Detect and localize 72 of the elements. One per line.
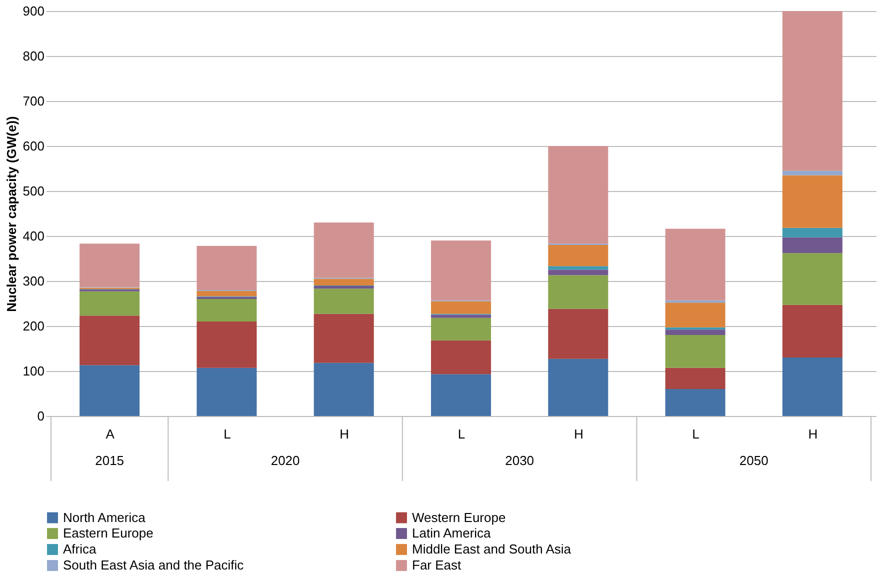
bar: [782, 358, 842, 416]
bar: [431, 374, 491, 416]
legend-label: South East Asia and the Pacific: [63, 558, 244, 572]
y-tick-label: 100: [22, 364, 44, 378]
bar: [782, 11, 842, 171]
bar: [196, 290, 257, 296]
legend-label: Africa: [63, 542, 97, 556]
bar: [548, 245, 608, 266]
bar: [196, 299, 257, 322]
y-tick-label: 500: [22, 184, 44, 198]
y-tick-label: 200: [22, 318, 44, 334]
bar: [431, 318, 491, 340]
bar: [80, 291, 140, 316]
legend-label: Latin America: [412, 526, 492, 540]
bar: [782, 253, 842, 305]
x-tick-label: H: [808, 426, 818, 442]
bar: [431, 340, 491, 374]
bar: [548, 266, 608, 270]
text: 2020: [270, 453, 300, 468]
y-tick-label: 700: [22, 94, 44, 108]
y-axis-title: Nuclear power capacity (GW(e)): [4, 116, 19, 312]
y-tick-label: 800: [22, 48, 44, 64]
bar: [431, 314, 491, 318]
bar: [196, 322, 257, 368]
bar: [548, 270, 608, 276]
bar: [196, 246, 257, 290]
text: 2030: [505, 453, 534, 468]
bar: [548, 308, 608, 359]
bar: [782, 228, 842, 238]
bar: [782, 304, 842, 358]
bar: [196, 368, 257, 416]
legend-label: Western Europe: [412, 510, 506, 525]
bar: [665, 335, 726, 368]
bar: [431, 301, 491, 314]
bar: [665, 389, 726, 416]
bar: [548, 146, 608, 244]
bar: [665, 302, 726, 328]
bar: [665, 330, 726, 335]
x-tick-label: A: [106, 426, 115, 442]
text: 2015: [95, 453, 124, 468]
y-tick-label: 900: [22, 4, 44, 18]
bar: [314, 286, 374, 289]
y-tick-label: 400: [22, 228, 44, 244]
bar: [80, 316, 140, 366]
bar: [548, 275, 608, 309]
bar: [80, 244, 140, 288]
legend-label: Eastern Europe: [63, 526, 154, 540]
x-tick-label: H: [574, 426, 584, 442]
legend-label: Far East: [412, 558, 462, 572]
text: 2050: [739, 453, 768, 468]
bar: [314, 288, 374, 314]
bar: [782, 170, 842, 176]
bar: [314, 362, 374, 416]
bar: [80, 365, 140, 416]
bar: [665, 368, 726, 389]
y-tick-label: 300: [22, 274, 44, 288]
legend-label: North America: [63, 510, 146, 525]
bar: [314, 278, 374, 286]
bar: [665, 228, 726, 300]
bar: [431, 240, 491, 300]
x-tick-label: H: [340, 426, 350, 442]
bar: [782, 175, 842, 228]
x-tick-label: L: [692, 426, 700, 442]
y-tick-label: 600: [22, 138, 44, 154]
y-tick-label: 0: [37, 408, 44, 424]
x-tick-label: L: [458, 426, 466, 442]
bar: [314, 222, 374, 278]
x-tick-label: L: [224, 426, 231, 442]
bar: [548, 358, 608, 416]
bar: [782, 237, 842, 254]
legend-label: Middle East and South Asia: [412, 542, 572, 556]
bar: [314, 314, 374, 363]
